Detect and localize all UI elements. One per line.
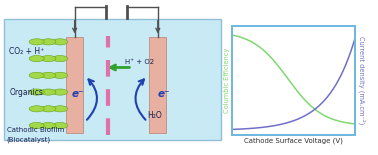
Circle shape [41, 39, 56, 45]
Circle shape [29, 55, 44, 62]
Circle shape [41, 72, 56, 78]
Text: H⁺ + O2: H⁺ + O2 [125, 59, 154, 65]
Circle shape [53, 72, 68, 78]
FancyBboxPatch shape [4, 19, 221, 140]
Text: e⁻: e⁻ [158, 89, 170, 99]
Circle shape [41, 55, 56, 62]
Y-axis label: Current density (mA.cm⁻²): Current density (mA.cm⁻²) [358, 36, 366, 125]
Bar [66, 37, 83, 133]
Text: Organics: Organics [9, 88, 43, 97]
Circle shape [53, 89, 68, 95]
Circle shape [53, 55, 68, 62]
Circle shape [41, 106, 56, 112]
Text: e⁻: e⁻ [71, 89, 84, 99]
Circle shape [53, 106, 68, 112]
Circle shape [53, 39, 68, 45]
X-axis label: Cathode Surface Voltage (V): Cathode Surface Voltage (V) [245, 138, 343, 144]
Text: (Biocatalyst): (Biocatalyst) [7, 137, 51, 143]
Circle shape [29, 72, 44, 78]
Bar [149, 37, 166, 133]
Circle shape [41, 89, 56, 95]
Circle shape [29, 122, 44, 129]
Text: H₂O: H₂O [147, 111, 162, 120]
Text: CO₂ + H⁺: CO₂ + H⁺ [9, 47, 45, 57]
Y-axis label: Columbic Efficiency: Columbic Efficiency [224, 48, 230, 113]
Circle shape [29, 89, 44, 95]
Circle shape [53, 122, 68, 129]
Circle shape [41, 122, 56, 129]
Circle shape [29, 39, 44, 45]
Text: Cathodic Biofilm: Cathodic Biofilm [7, 127, 64, 133]
Circle shape [29, 106, 44, 112]
